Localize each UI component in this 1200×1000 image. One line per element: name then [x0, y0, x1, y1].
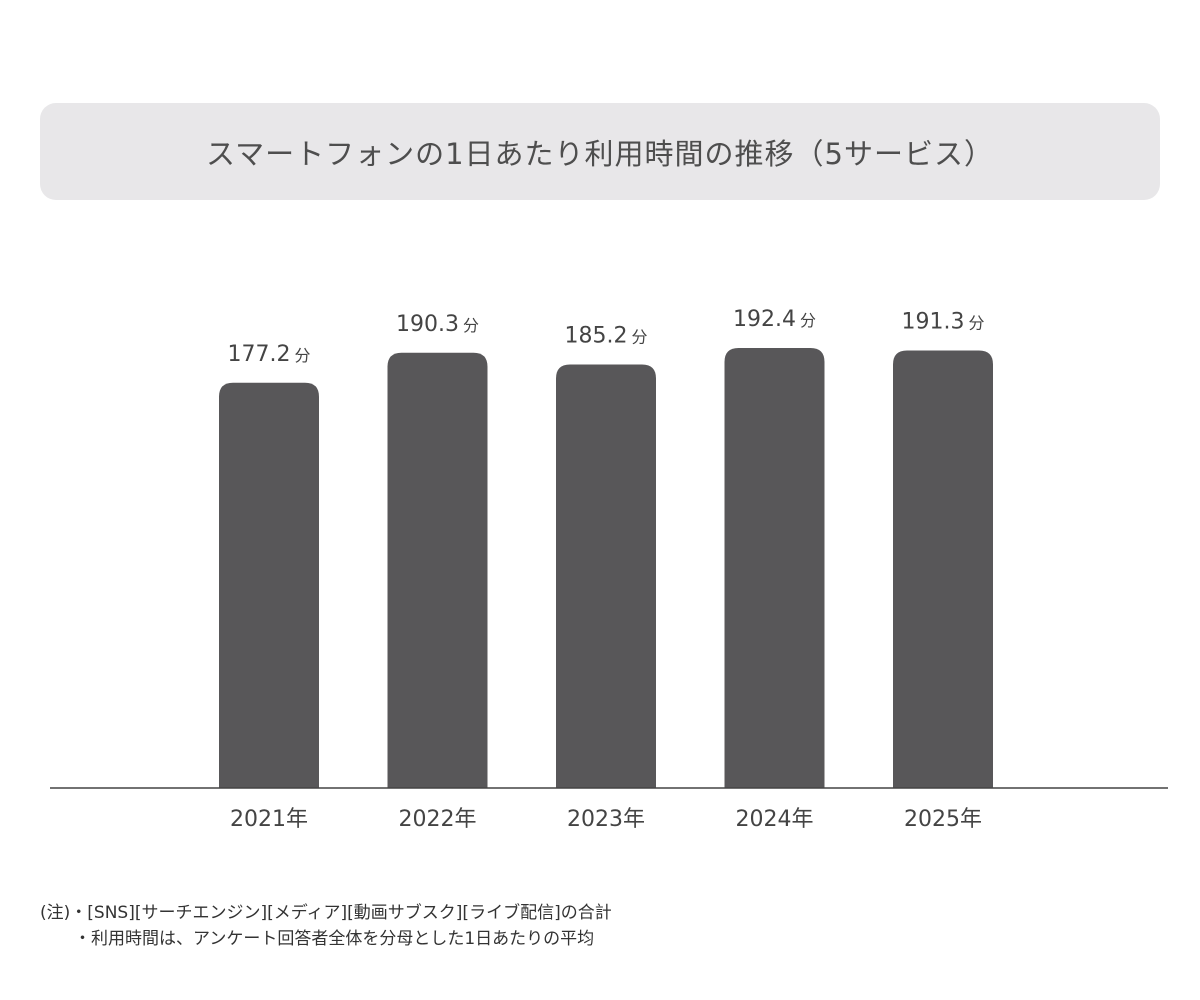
bar-2021年 [219, 382, 319, 788]
footnotes: (注)・[SNS][サーチエンジン][メディア][動画サブスク][ライブ配信]の… [40, 900, 1140, 952]
chart-title: スマートフォンの1日あたり利用時間の推移（5サービス） [205, 136, 995, 171]
category-label: 2022年 [399, 807, 477, 832]
category-label: 2021年 [230, 807, 308, 832]
category-label: 2025年 [904, 807, 982, 832]
footnote-prefix: (注) [40, 903, 71, 923]
label-group: 177.2 分 2021年 190.3 分 2022年 185.2 分 2023年 192.4 分 2… [228, 307, 985, 832]
chart-title-box: スマートフォンの1日あたり利用時間の推移（5サービス） [40, 103, 1160, 200]
category-label: 2024年 [736, 807, 814, 832]
footnote-line-2: ・利用時間は、アンケート回答者全体を分母とした1日あたりの平均 [40, 926, 1140, 952]
bar-2022年 [387, 352, 488, 788]
footnote-text-2: ・利用時間は、アンケート回答者全体を分母とした1日あたりの平均 [74, 929, 595, 949]
footnote-text-1: ・[SNS][サーチエンジン][メディア][動画サブスク][ライブ配信]の合計 [70, 903, 612, 923]
value-label: 191.3 分 [902, 310, 985, 335]
category-label: 2023年 [567, 807, 645, 832]
value-label: 185.2 分 [565, 323, 648, 348]
bar-group [219, 348, 993, 788]
value-label: 177.2 分 [228, 342, 311, 367]
value-label: 190.3 分 [396, 312, 479, 337]
value-label: 192.4 分 [733, 307, 816, 332]
bar-2024年 [724, 348, 825, 788]
bar-chart: 177.2 分 2021年 190.3 分 2022年 185.2 分 2023年 192.4 分 2… [50, 307, 1168, 832]
bar-2023年 [556, 364, 656, 788]
footnote-line-1: (注)・[SNS][サーチエンジン][メディア][動画サブスク][ライブ配信]の… [40, 900, 1140, 926]
bar-2025年 [893, 350, 993, 788]
